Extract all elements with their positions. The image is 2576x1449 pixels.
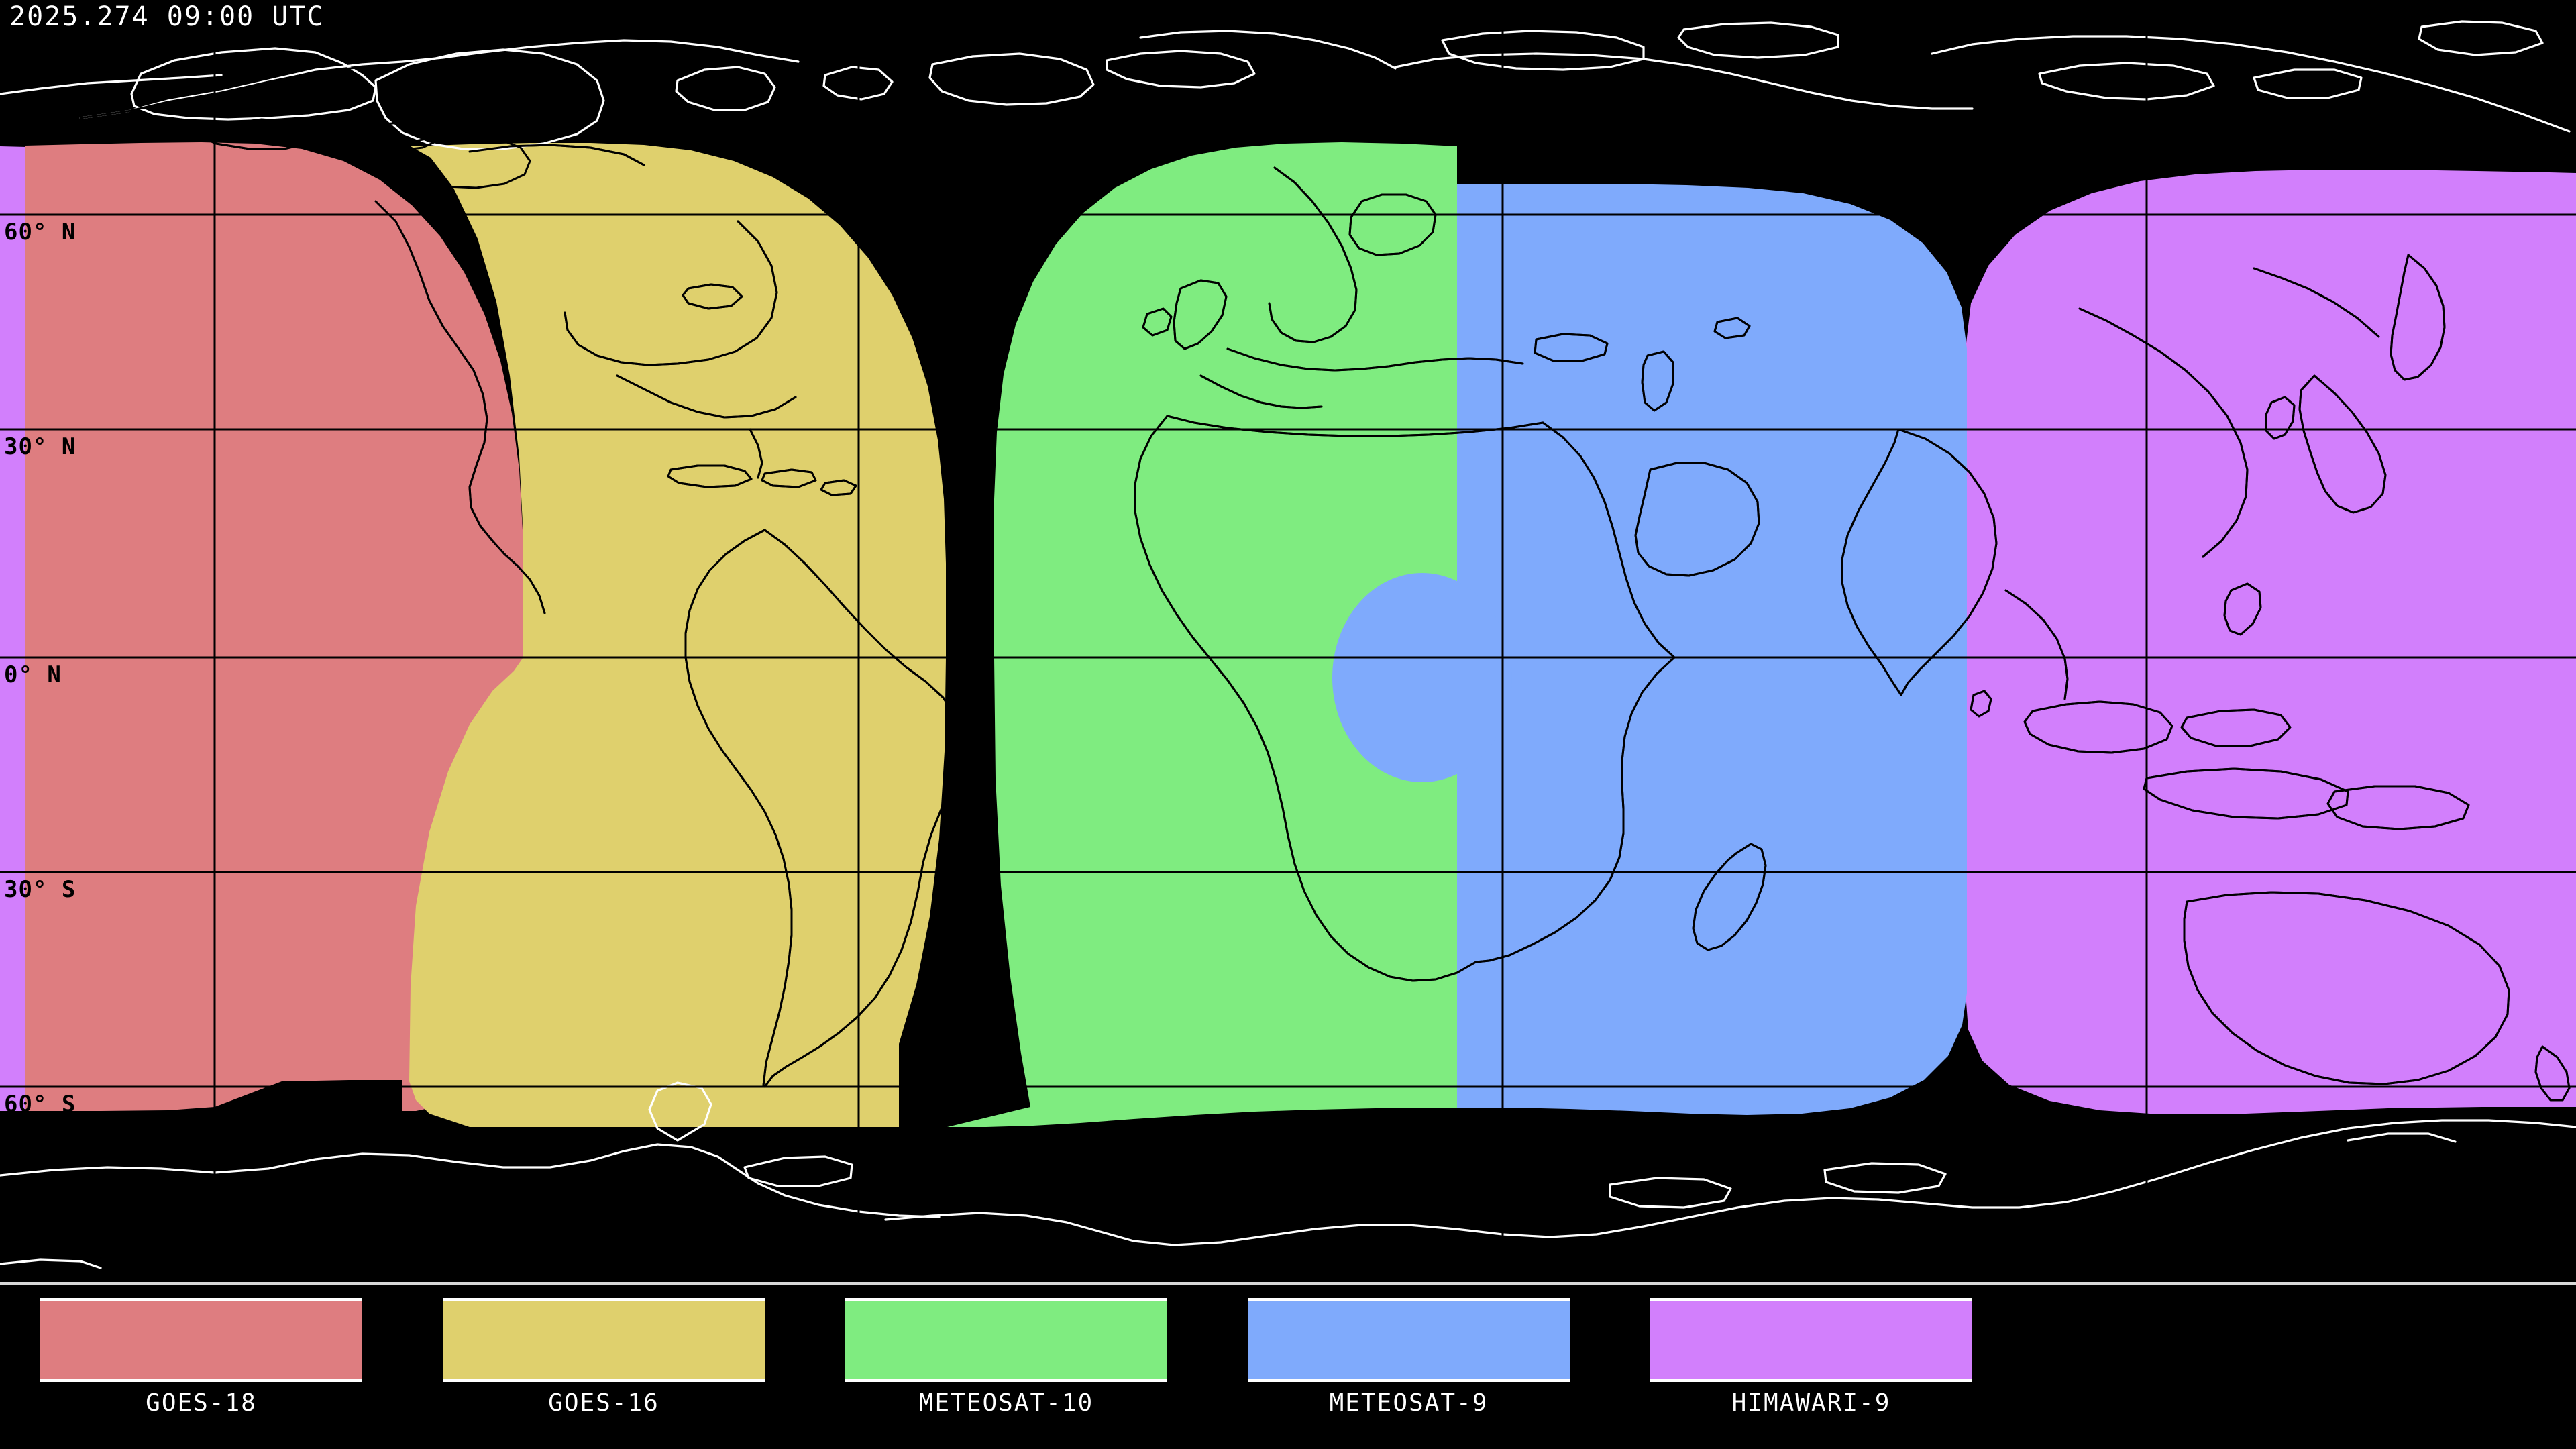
legend-swatch-wrap-goes-16 [443,1298,765,1382]
coverage-shape-himawari-9-east [1966,170,2576,1114]
coverage-region-goes-16 [409,143,946,1127]
coverage-shape-goes-16 [409,143,946,1127]
coverage-shape-meteosat-10 [947,142,1457,1127]
legend-swatch-meteosat-9 [1248,1301,1570,1379]
coverage-shape-himawari-9-west [0,146,27,1111]
coverage-shape-meteosat-9 [1457,184,1967,1115]
map-canvas [0,0,2576,1278]
coverage-region-meteosat-9 [1332,184,1967,1115]
coverage-regions [0,142,2576,1127]
legend-label-goes-18: GOES-18 [146,1389,257,1417]
lat-label-30s: 30° S [4,876,76,903]
legend-entry-goes-18[interactable]: GOES-18 [0,1285,402,1449]
legend-swatch-wrap-meteosat-9 [1248,1298,1570,1382]
legend-swatch-wrap-goes-18 [40,1298,362,1382]
map-panel: 60° N 30° N 0° N 30° S 60° S [0,0,2576,1278]
legend-swatch-wrap-himawari-9 [1650,1298,1972,1382]
legend-entry-meteosat-9[interactable]: METEOSAT-9 [1208,1285,1610,1449]
legend-entry-himawari-9[interactable]: HIMAWARI-9 [1610,1285,2012,1449]
lat-label-30n: 30° N [4,433,76,460]
coverage-shape-goes-18 [25,142,523,1111]
legend-swatch-goes-18 [40,1301,362,1379]
legend-swatch-meteosat-10 [845,1301,1167,1379]
coverage-region-goes-18 [25,142,523,1111]
coverage-region-himawari-9 [0,146,2576,1114]
lat-label-60s: 60° S [4,1091,76,1118]
coverage-meso-bubble-meteosat-9 [1332,573,1512,782]
lat-label-0n: 0° N [4,661,62,688]
legend-swatch-goes-16 [443,1301,765,1379]
landmass-and-grid-black-geometry [0,0,2576,1278]
legend: GOES-18 GOES-16 METEOSAT-10 METEOSAT-9 H [0,1285,2576,1449]
legend-entry-goes-16[interactable]: GOES-16 [402,1285,805,1449]
legend-separator [0,1282,2576,1285]
legend-label-goes-16: GOES-16 [548,1389,659,1417]
legend-label-meteosat-9: METEOSAT-9 [1329,1389,1489,1417]
legend-label-himawari-9: HIMAWARI-9 [1731,1389,1891,1417]
timestamp-label: 2025.274 09:00 UTC [9,1,325,32]
legend-swatch-wrap-meteosat-10 [845,1298,1167,1382]
lat-label-60n: 60° N [4,219,76,246]
legend-swatch-himawari-9 [1650,1301,1972,1379]
coastlines-white [0,20,2576,1269]
legend-entry-meteosat-10[interactable]: METEOSAT-10 [805,1285,1208,1449]
legend-label-meteosat-10: METEOSAT-10 [918,1389,1094,1417]
